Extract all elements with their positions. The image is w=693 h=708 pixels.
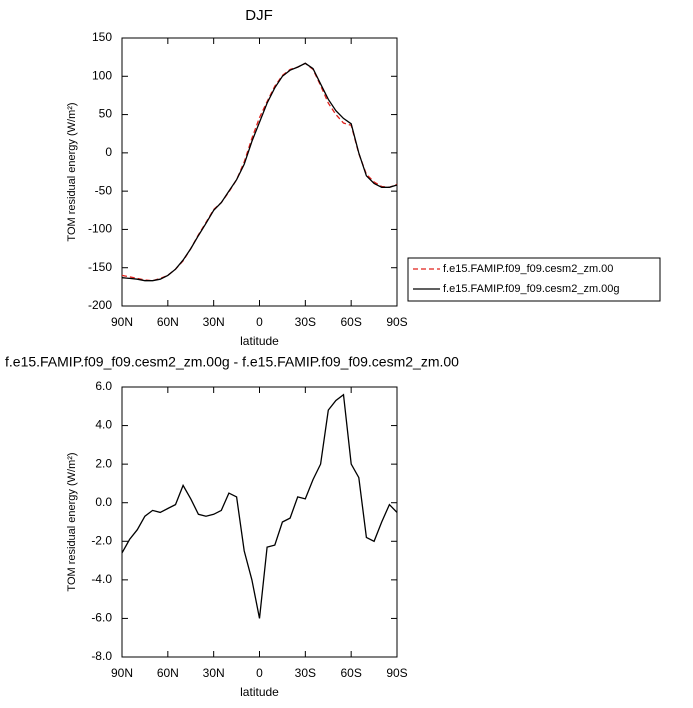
chart-title: f.e15.FAMIP.f09_f09.cesm2_zm.00g - f.e15… <box>5 354 459 370</box>
legend-label: f.e15.FAMIP.f09_f09.cesm2_zm.00 <box>443 263 613 275</box>
y-tick-label: -8.0 <box>91 649 112 663</box>
y-tick-label: -50 <box>95 183 113 197</box>
y-tick-label: 0 <box>105 145 112 159</box>
data-line <box>121 62 398 282</box>
x-tick-label: 30N <box>203 315 225 329</box>
x-tick-label: 30N <box>203 666 225 680</box>
x-tick-label: 60S <box>340 666 361 680</box>
x-tick-label: 60N <box>157 666 179 680</box>
x-axis-label: latitude <box>240 685 279 699</box>
y-tick-label: -4.0 <box>91 572 112 586</box>
plot-frame <box>121 386 398 658</box>
chart-title: DJF <box>245 7 273 24</box>
x-axis-label: latitude <box>240 334 279 348</box>
x-tick-label: 30S <box>295 315 316 329</box>
x-tick-label: 30S <box>295 666 316 680</box>
x-tick-label: 0 <box>256 666 263 680</box>
y-tick-label: 0.0 <box>95 495 112 509</box>
y-tick-label: -2.0 <box>91 533 112 547</box>
y-axis-label: TOM residual energy (W/m²) <box>66 452 78 591</box>
x-tick-label: 60S <box>340 315 361 329</box>
y-tick-label: 2.0 <box>95 456 112 470</box>
legend-box <box>407 257 661 302</box>
x-tick-label: 90N <box>111 666 133 680</box>
data-line <box>121 393 398 619</box>
y-axis-label: TOM residual energy (W/m²) <box>66 102 78 241</box>
y-tick-label: 100 <box>92 68 112 82</box>
y-tick-label: -200 <box>88 298 112 312</box>
legend-label: f.e15.FAMIP.f09_f09.cesm2_zm.00g <box>443 283 620 295</box>
x-tick-label: 90N <box>111 315 133 329</box>
y-tick-label: 150 <box>92 30 112 44</box>
y-tick-label: 4.0 <box>95 418 112 432</box>
data-line <box>121 62 398 282</box>
y-tick-label: 50 <box>99 107 113 121</box>
y-tick-label: -100 <box>88 222 112 236</box>
x-tick-label: 90S <box>386 666 407 680</box>
y-tick-label: -150 <box>88 260 112 274</box>
x-tick-label: 0 <box>256 315 263 329</box>
x-tick-label: 60N <box>157 315 179 329</box>
x-tick-label: 90S <box>386 315 407 329</box>
y-tick-label: -6.0 <box>91 611 112 625</box>
y-tick-label: 6.0 <box>95 379 112 393</box>
plot-frame <box>121 37 398 307</box>
